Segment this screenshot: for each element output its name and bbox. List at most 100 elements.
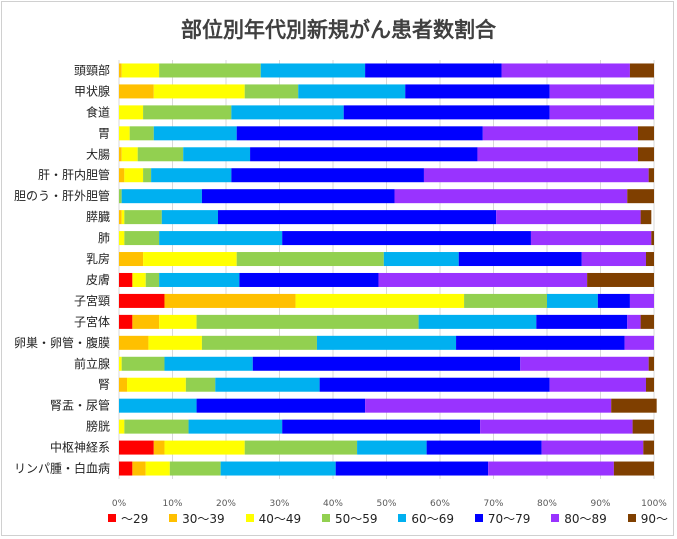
x-tick-label: 0% bbox=[112, 499, 127, 509]
bar-segment bbox=[365, 63, 502, 78]
legend-swatch bbox=[169, 514, 178, 522]
legend-item: 90～ bbox=[627, 510, 668, 527]
bar-segment bbox=[456, 335, 625, 350]
bar-segment bbox=[244, 440, 358, 455]
bar-segment bbox=[188, 419, 283, 434]
bar-segment bbox=[231, 168, 424, 183]
bar-segment bbox=[488, 461, 614, 476]
bar-segment bbox=[405, 84, 550, 99]
category-label: 皮膚 bbox=[86, 272, 110, 287]
bar-segment bbox=[378, 272, 588, 287]
bar-segment bbox=[119, 210, 122, 225]
bar-segment bbox=[153, 126, 237, 141]
legend-label: 80～89 bbox=[564, 511, 607, 526]
bar-segment bbox=[648, 356, 654, 371]
bar-segment bbox=[119, 63, 122, 78]
bar-segment bbox=[640, 210, 652, 225]
bar-segment bbox=[597, 293, 630, 308]
bar-segment bbox=[119, 461, 133, 476]
category-label: 甲状腺 bbox=[74, 84, 110, 98]
bar-segment bbox=[137, 147, 184, 162]
bar-segment bbox=[477, 147, 638, 162]
legend-swatch bbox=[551, 514, 560, 522]
category-label: 肺 bbox=[98, 231, 110, 245]
bar-segment bbox=[127, 377, 186, 392]
bar-segment bbox=[119, 398, 197, 413]
legend: ～29 30～39 40～49 50～59 60～69 70～79 80～89 90～ bbox=[108, 508, 668, 528]
bar-segment bbox=[119, 440, 154, 455]
legend-swatch bbox=[474, 514, 483, 522]
bar-segment bbox=[394, 189, 628, 204]
bar-segment bbox=[196, 398, 366, 413]
bar-segment bbox=[220, 461, 336, 476]
legend-swatch bbox=[322, 514, 330, 522]
bar-segment bbox=[629, 63, 654, 78]
bar-segment bbox=[132, 272, 146, 287]
legend-label: 60～69 bbox=[411, 511, 454, 526]
bar-segment bbox=[541, 440, 644, 455]
category-label: 腎盂・尿管 bbox=[50, 398, 110, 413]
category-label: 肝・肝内胆管 bbox=[38, 167, 110, 182]
bar-segment bbox=[124, 231, 160, 246]
chart-title: 部位別年代別新規がん患者数割合 bbox=[181, 18, 496, 42]
category-label: 卵巣・卵管・腹膜 bbox=[14, 335, 110, 350]
bar-segment bbox=[119, 147, 122, 162]
bar-segment bbox=[161, 210, 218, 225]
category-label: 食道 bbox=[86, 104, 110, 119]
bar-segment bbox=[159, 314, 197, 329]
bar-segment bbox=[169, 461, 221, 476]
bar-segment bbox=[627, 189, 654, 204]
bar-segment bbox=[124, 210, 162, 225]
bar-segment bbox=[295, 293, 465, 308]
legend-label: 90～ bbox=[640, 511, 668, 526]
legend-item: 70～79 bbox=[474, 510, 530, 527]
bar-segment bbox=[153, 84, 245, 99]
x-tick-label: 80% bbox=[537, 499, 557, 509]
bar-segment bbox=[121, 210, 125, 225]
legend-swatch bbox=[627, 514, 636, 522]
bar-segment bbox=[164, 293, 296, 308]
bar-segment bbox=[365, 398, 612, 413]
bar-segment bbox=[129, 126, 154, 141]
bar-segment bbox=[159, 231, 283, 246]
bar-segment bbox=[343, 105, 550, 120]
bar-segment bbox=[549, 84, 654, 99]
bar-segment bbox=[298, 84, 406, 99]
bar-segment bbox=[159, 272, 240, 287]
bar-segment bbox=[143, 252, 237, 267]
bar-segment bbox=[121, 147, 138, 162]
bar-segment bbox=[119, 189, 122, 204]
x-tick-label: 40% bbox=[323, 499, 343, 509]
gridlines bbox=[118, 60, 655, 479]
x-tick-label: 50% bbox=[376, 499, 396, 509]
bar-segment bbox=[196, 314, 419, 329]
bar-segment bbox=[547, 293, 598, 308]
bar-segment bbox=[239, 272, 379, 287]
category-label: 腎 bbox=[98, 378, 110, 392]
x-axis-tick-labels: 0% 10% 20% 30% 40% 50% 60% 70% 80% 90% 100% bbox=[112, 499, 667, 509]
bar-segment bbox=[627, 314, 641, 329]
bar-segment bbox=[119, 377, 128, 392]
legend-label: 50～59 bbox=[335, 511, 378, 526]
bar-segment bbox=[645, 252, 654, 267]
x-tick-label: 70% bbox=[483, 499, 503, 509]
bar-segment bbox=[153, 440, 165, 455]
bar-segment bbox=[629, 293, 654, 308]
bar-segment bbox=[121, 189, 202, 204]
bar-segment bbox=[520, 356, 649, 371]
legend-label: ～29 bbox=[121, 511, 149, 526]
bar-segment bbox=[164, 440, 245, 455]
bar-segment bbox=[119, 231, 125, 246]
bar-segment bbox=[119, 105, 144, 120]
bar-segment bbox=[159, 63, 261, 78]
bar-segment bbox=[319, 377, 550, 392]
bar-segment bbox=[637, 126, 654, 141]
bar-segment bbox=[624, 335, 654, 350]
legend-item: 60～69 bbox=[398, 510, 454, 527]
bar-segment bbox=[501, 63, 630, 78]
bar-segment bbox=[121, 356, 165, 371]
bar-segment bbox=[282, 231, 531, 246]
bar-segment bbox=[124, 168, 144, 183]
x-tick-label: 60% bbox=[430, 499, 450, 509]
